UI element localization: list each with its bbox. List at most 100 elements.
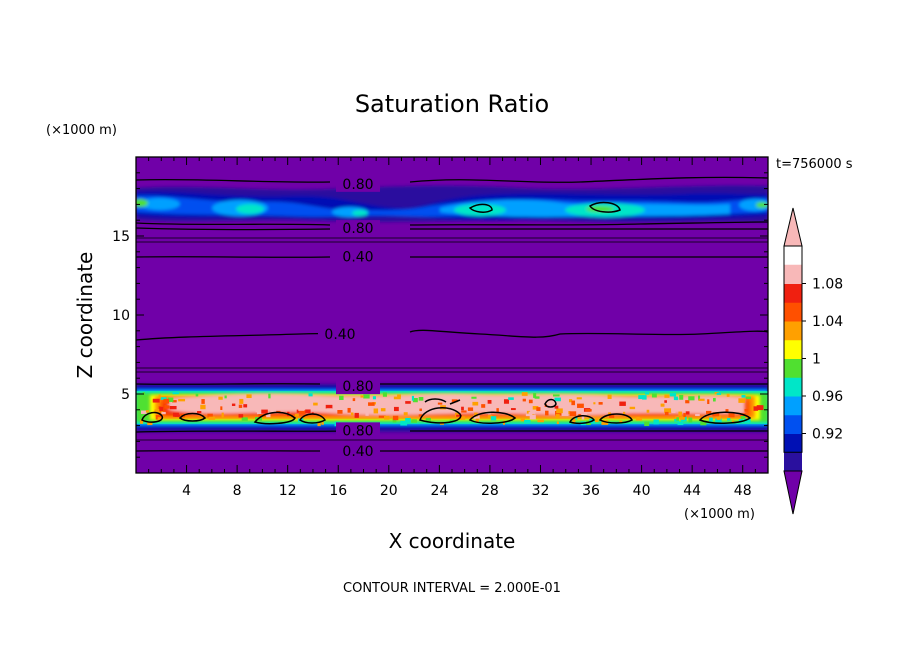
contour-label-bg	[336, 378, 380, 395]
speckle-cell	[593, 402, 596, 405]
y-tick-label: 15	[112, 229, 130, 245]
speckle-cell	[646, 409, 650, 413]
contour-lines	[136, 176, 768, 452]
speckle-cell	[411, 395, 414, 401]
contour-blob	[298, 413, 327, 424]
y-units-label: (×1000 m)	[46, 123, 117, 138]
speckle-cell	[218, 396, 223, 400]
speckle-cell	[695, 413, 700, 417]
speckle-cell	[400, 420, 408, 426]
speckle-cell	[147, 421, 153, 426]
speckle-cell	[379, 398, 384, 403]
lower-layer-pink-core	[168, 393, 745, 417]
y-axis-ticks: 5 10 15	[112, 172, 768, 458]
speckle-cell	[397, 394, 401, 398]
chart-title: Saturation Ratio	[355, 90, 549, 118]
speckle-cell	[677, 421, 684, 426]
speckle-cell	[651, 393, 657, 398]
speckle-cell	[481, 404, 486, 408]
contour-blob	[419, 407, 462, 424]
speckle-cell	[671, 408, 676, 414]
speckle-cell	[393, 406, 399, 412]
x-axis-label: X coordinate	[389, 529, 516, 553]
speckle-cell	[197, 411, 202, 414]
speckle-cell	[716, 415, 721, 420]
speckle-cell	[405, 401, 411, 404]
x-tick-label: 28	[481, 483, 499, 499]
colorbar-tick-label: 0.92	[812, 427, 843, 443]
speckle-cell	[741, 395, 746, 398]
speckle-cell	[474, 412, 478, 417]
colorbar-segment	[784, 414, 802, 434]
speckle-cell	[338, 400, 342, 404]
contour-blob	[698, 411, 752, 424]
contour-line-lower-fine	[136, 367, 768, 373]
speckle-cell	[392, 415, 399, 421]
speckle-cell	[332, 403, 335, 407]
speckle-cell	[520, 418, 525, 422]
speckle-cell	[350, 412, 354, 416]
speckle-cell	[163, 398, 170, 404]
speckle-cell	[569, 399, 573, 403]
colorbar-segment	[784, 452, 802, 472]
contour-labels: 0.80 0.80 0.40 0.40 0.80 0.80 0.40	[318, 175, 380, 460]
speckle-cell	[326, 408, 333, 412]
speckle-cell	[343, 398, 347, 402]
speckle-cell	[578, 414, 581, 417]
speckle-cell	[154, 409, 160, 414]
speckle-cell	[164, 405, 170, 409]
speckle-cell	[561, 410, 569, 416]
speckle-cell	[298, 410, 306, 415]
contour-label-bg	[318, 325, 362, 342]
contour-blob	[253, 411, 296, 425]
speckle-cell	[305, 409, 311, 413]
speckle-cell	[738, 398, 746, 403]
speckle-cell	[392, 418, 397, 423]
speckle-cell	[526, 410, 531, 416]
colorbar-frame	[783, 245, 803, 453]
speckle-cell	[405, 417, 411, 423]
contour-blob	[424, 398, 461, 405]
speckle-cell	[475, 418, 479, 424]
speckle-cell	[140, 410, 147, 414]
speckle-cell	[159, 406, 164, 412]
speckle-cell	[572, 418, 576, 424]
speckle-cell	[167, 397, 174, 403]
contour-blob	[178, 412, 207, 422]
speckle-cell	[164, 404, 167, 409]
speckle-cell	[727, 418, 731, 421]
speckle-cell	[521, 392, 528, 396]
speckle-cell	[614, 400, 619, 403]
colorbar-segment	[784, 377, 802, 397]
speckle-cell	[650, 405, 654, 409]
speckle-cell	[664, 408, 672, 413]
contour-label: 0.40	[324, 327, 355, 343]
speckle-cell	[360, 395, 364, 398]
y-axis-label: Z coordinate	[73, 252, 97, 379]
speckle-cell	[496, 408, 499, 413]
contour-label: 0.80	[342, 177, 373, 193]
speckle-cell	[246, 394, 252, 399]
speckle-cell	[688, 396, 695, 401]
speckle-cell	[238, 414, 244, 418]
speckle-cell	[676, 417, 679, 421]
speckle-cell	[669, 393, 677, 397]
speckle-cell	[571, 400, 576, 406]
speckle-cell	[418, 404, 424, 410]
upper-layer-teal-patch	[236, 204, 264, 214]
speckle-cell	[257, 409, 264, 415]
contour-blob	[141, 411, 164, 423]
speckle-cell	[473, 415, 480, 420]
colorbar-top-arrow	[783, 207, 803, 247]
speckle-cell	[238, 404, 243, 408]
colorbar-tick-label: 0.96	[812, 389, 843, 405]
speckle-cell	[160, 397, 167, 400]
speckle-cell	[155, 414, 162, 420]
contour-line-upper-fine	[136, 237, 768, 243]
speckle-cell	[458, 416, 466, 420]
speckle-cell	[337, 410, 343, 414]
speckle-cell	[207, 413, 213, 418]
speckle-cell	[619, 401, 626, 406]
speckle-cell	[195, 393, 199, 397]
